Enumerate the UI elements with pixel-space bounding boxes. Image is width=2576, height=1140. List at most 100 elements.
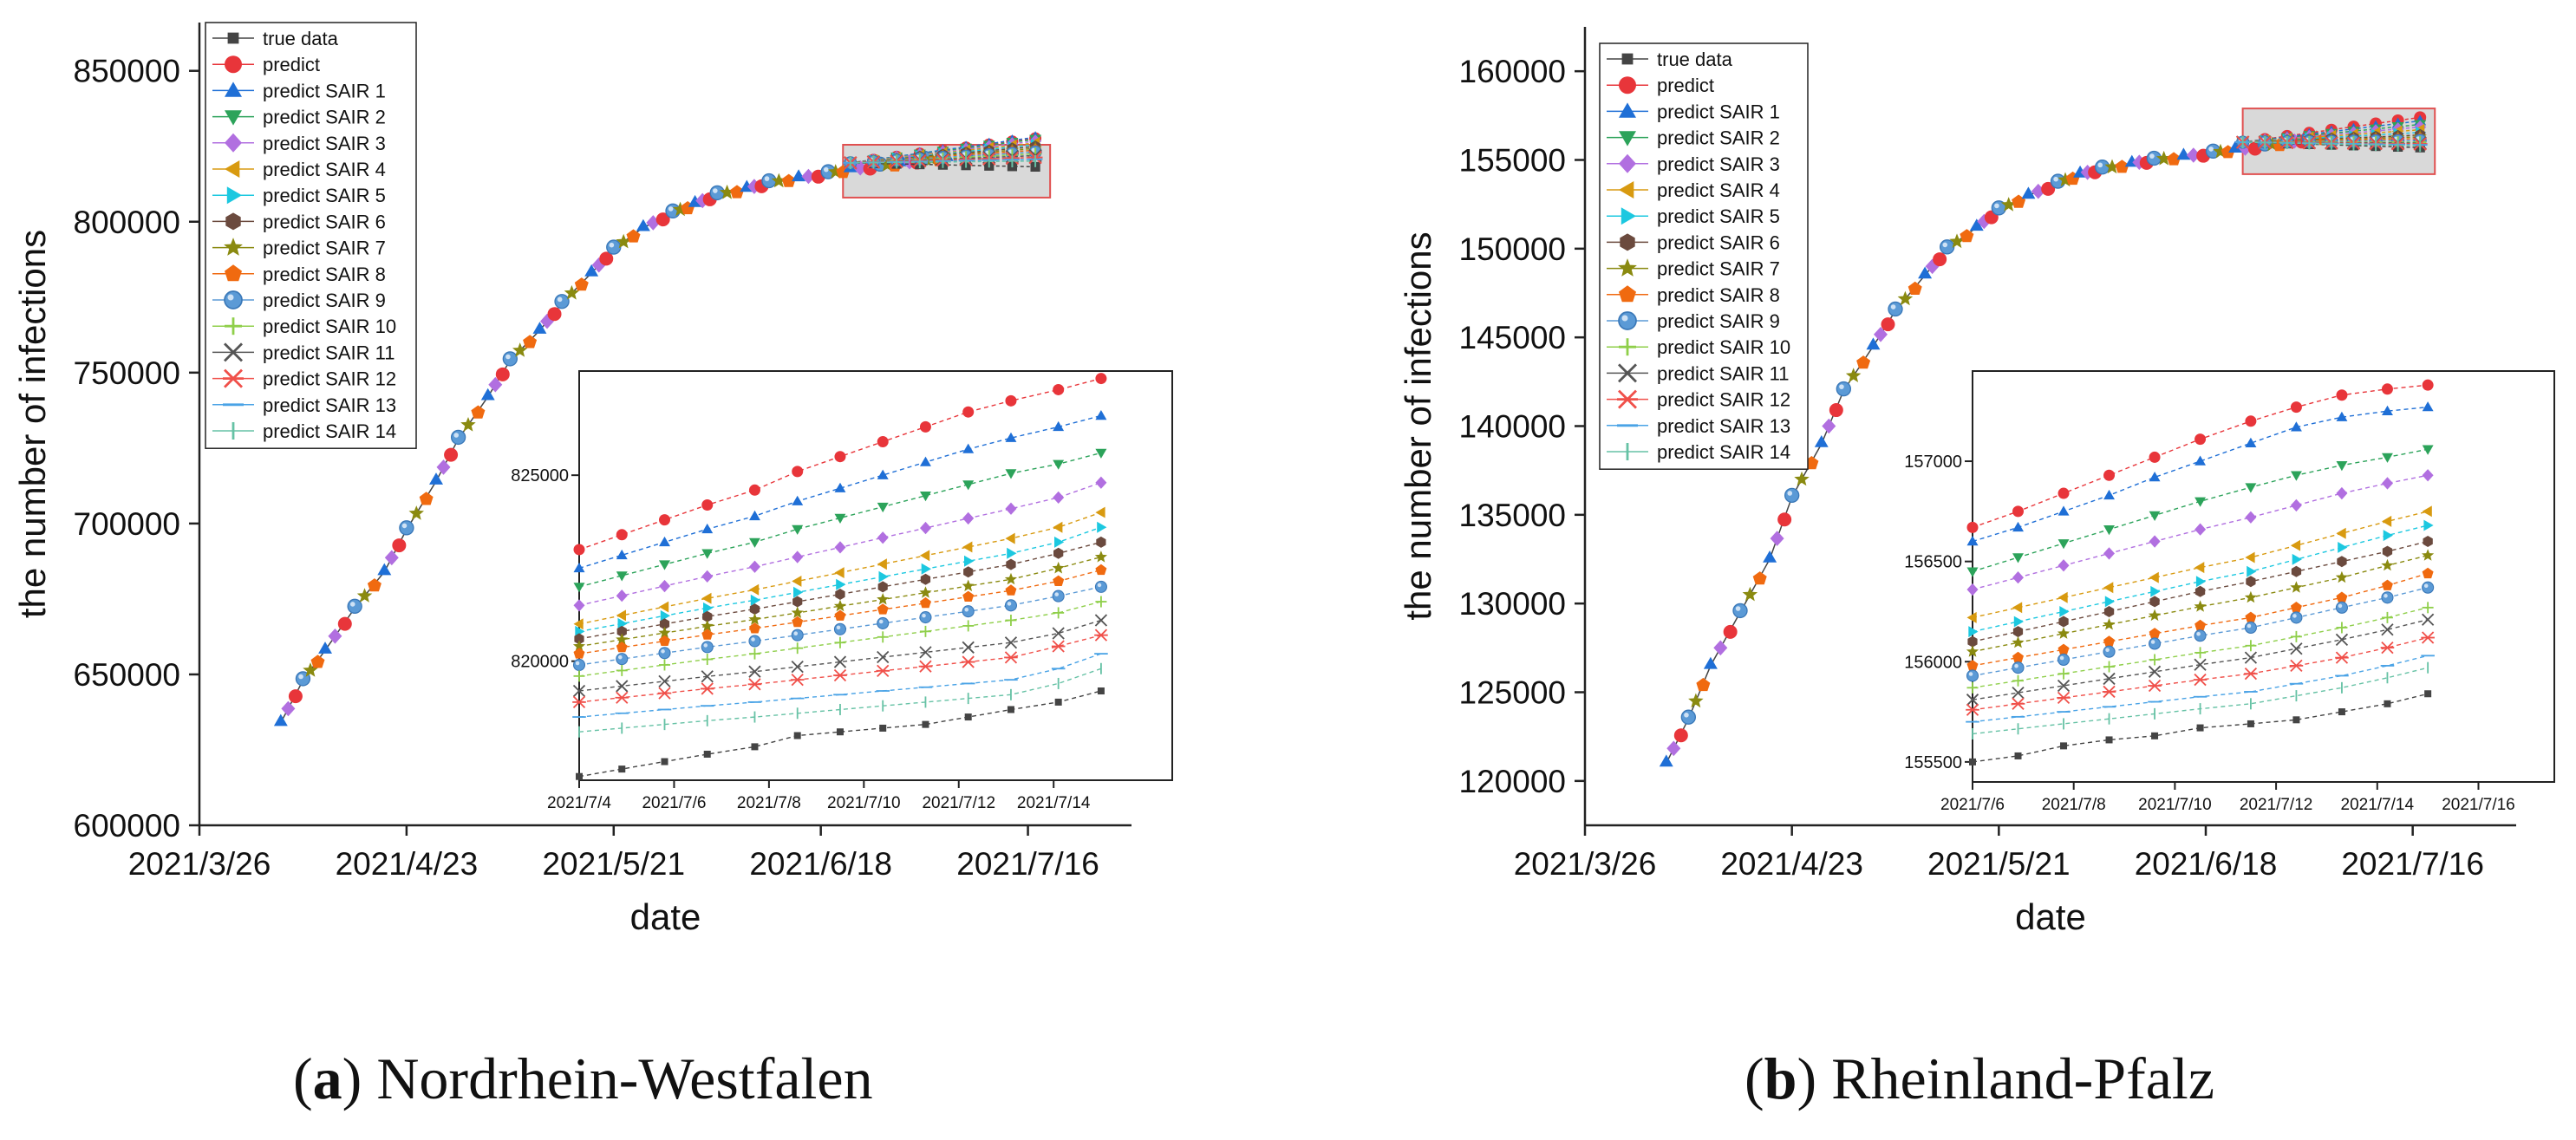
inset-point-d2: [2103, 672, 2116, 686]
main-curve-point: [444, 447, 459, 462]
inset-series-2: [573, 410, 1107, 573]
main-curve-point-shape: [1732, 603, 1748, 619]
inset-point-shape: [878, 570, 889, 583]
inset-point-shape: [2103, 547, 2115, 560]
inset-point: [2194, 600, 2207, 612]
inset-point: [1094, 580, 1107, 593]
legend-marker: [1619, 131, 1636, 147]
inset-point: [2150, 585, 2161, 597]
main-curve-point-shape: [591, 257, 606, 273]
inset-point-d2: [2335, 633, 2349, 646]
inset-point-shape: [2012, 553, 2024, 563]
inset-point-shape: [2337, 556, 2347, 568]
inset-point-shape: [2194, 497, 2206, 507]
legend-item: predict SAIR 3: [212, 133, 386, 154]
main-curve-point-shape: [1688, 693, 1704, 708]
main-curve-point-shape: [606, 239, 622, 255]
inset-point-shape: [2381, 383, 2393, 395]
main-curve-point: [356, 588, 373, 603]
inset-point-shape: [2058, 505, 2070, 516]
legend-marker-shape: [1619, 181, 1634, 199]
inset-point-shape: [1966, 645, 1979, 657]
inset-series-line: [1972, 587, 2429, 677]
inset-point: [2291, 421, 2302, 432]
inset-point: [793, 586, 804, 598]
inset-point: [2012, 521, 2024, 532]
inset-point-shape: [2149, 451, 2161, 463]
inset-point: [751, 743, 759, 751]
x-tick-label: 2021/4/23: [1720, 846, 1863, 882]
legend-marker: [1621, 53, 1634, 65]
inset-point-shape: [2103, 606, 2115, 617]
main-curve-point-shape: [502, 351, 518, 367]
inset-point-shape: [1095, 373, 1107, 385]
inset-point: [1054, 698, 1062, 706]
inset-point: [2421, 631, 2435, 644]
inset-point-shape: [1007, 547, 1017, 559]
inset-point-shape: [2103, 582, 2114, 594]
inset-series-6: [1968, 519, 2434, 638]
inset-point-shape: [2245, 415, 2257, 427]
inset-point-shape: [1095, 476, 1107, 489]
legend-marker-shape: [225, 110, 242, 126]
inset-point-shape: [834, 567, 845, 578]
inset-point: [1005, 394, 1017, 407]
main-curve-point: [2167, 152, 2181, 166]
legend-label: predict SAIR 8: [263, 264, 386, 285]
inset-point-d2: [877, 650, 890, 664]
main-curve-point-shape: [1666, 740, 1681, 757]
main-curve-point-shine: [349, 602, 355, 607]
inset-point-shape: [748, 635, 761, 648]
inset-point: [2422, 602, 2434, 614]
inset-point-shape: [877, 603, 889, 615]
legend-item: predict SAIR 4: [212, 159, 386, 180]
legend-item: predict SAIR 4: [1607, 179, 1780, 201]
inset-point-shape: [1053, 383, 1065, 395]
inset-point-shape: [2290, 401, 2302, 414]
inset-point: [921, 563, 931, 575]
inset-point-shape: [2422, 401, 2434, 412]
legend-marker-shape: [1618, 311, 1637, 330]
inset-point-shape: [2149, 596, 2160, 608]
inset-point: [1053, 547, 1064, 559]
inset-point-shape: [2247, 565, 2257, 577]
inset-point-shape: [1095, 506, 1105, 518]
legend-marker: [1620, 233, 1635, 251]
inset-point-shape: [2335, 601, 2348, 614]
main-curve-point: [1814, 435, 1829, 447]
main-curve-point-shape: [408, 505, 424, 520]
inset-point-shape: [701, 549, 714, 559]
main-curve-point-shape: [480, 388, 495, 401]
inset-point-shape: [573, 544, 585, 556]
legend-label: predict SAIR 13: [1657, 415, 1790, 437]
inset-point: [2194, 585, 2206, 597]
main-curve-point: [502, 351, 518, 367]
y-tick-label: 130000: [1459, 586, 1566, 622]
legend-label: predict SAIR 3: [1657, 153, 1780, 175]
inset-point: [920, 492, 931, 502]
inset-point: [920, 596, 931, 609]
main-curve-point-shape: [1881, 317, 1895, 332]
inset-point: [659, 536, 670, 547]
main-curve-point: [688, 194, 702, 207]
legend-label: predict: [263, 54, 320, 75]
inset-point: [918, 660, 933, 673]
inset-point-shape: [2245, 611, 2257, 622]
inset-point-shine: [575, 661, 580, 666]
main-curve-point: [2176, 147, 2191, 160]
inset-point: [2105, 736, 2113, 744]
inset-y-tick-label: 156500: [1904, 553, 1962, 572]
legend: true data predict predict SAIR 1 predict SA…: [205, 22, 417, 449]
legend-marker-shape: [224, 238, 243, 256]
main-curve-point-shape: [523, 335, 538, 349]
main-curve-point: [1960, 229, 1974, 243]
inset-point-shape: [2336, 411, 2348, 421]
main-curve-point-shine: [1942, 242, 1948, 248]
inset-point: [616, 664, 628, 676]
inset-point: [2247, 720, 2254, 727]
legend: true data predict predict SAIR 1 predict SA…: [1599, 42, 1809, 470]
inset-point-shape: [919, 586, 932, 598]
inset-point: [2012, 686, 2025, 700]
main-curve-point-shine: [2097, 162, 2103, 168]
inset-point-shape: [748, 613, 761, 625]
